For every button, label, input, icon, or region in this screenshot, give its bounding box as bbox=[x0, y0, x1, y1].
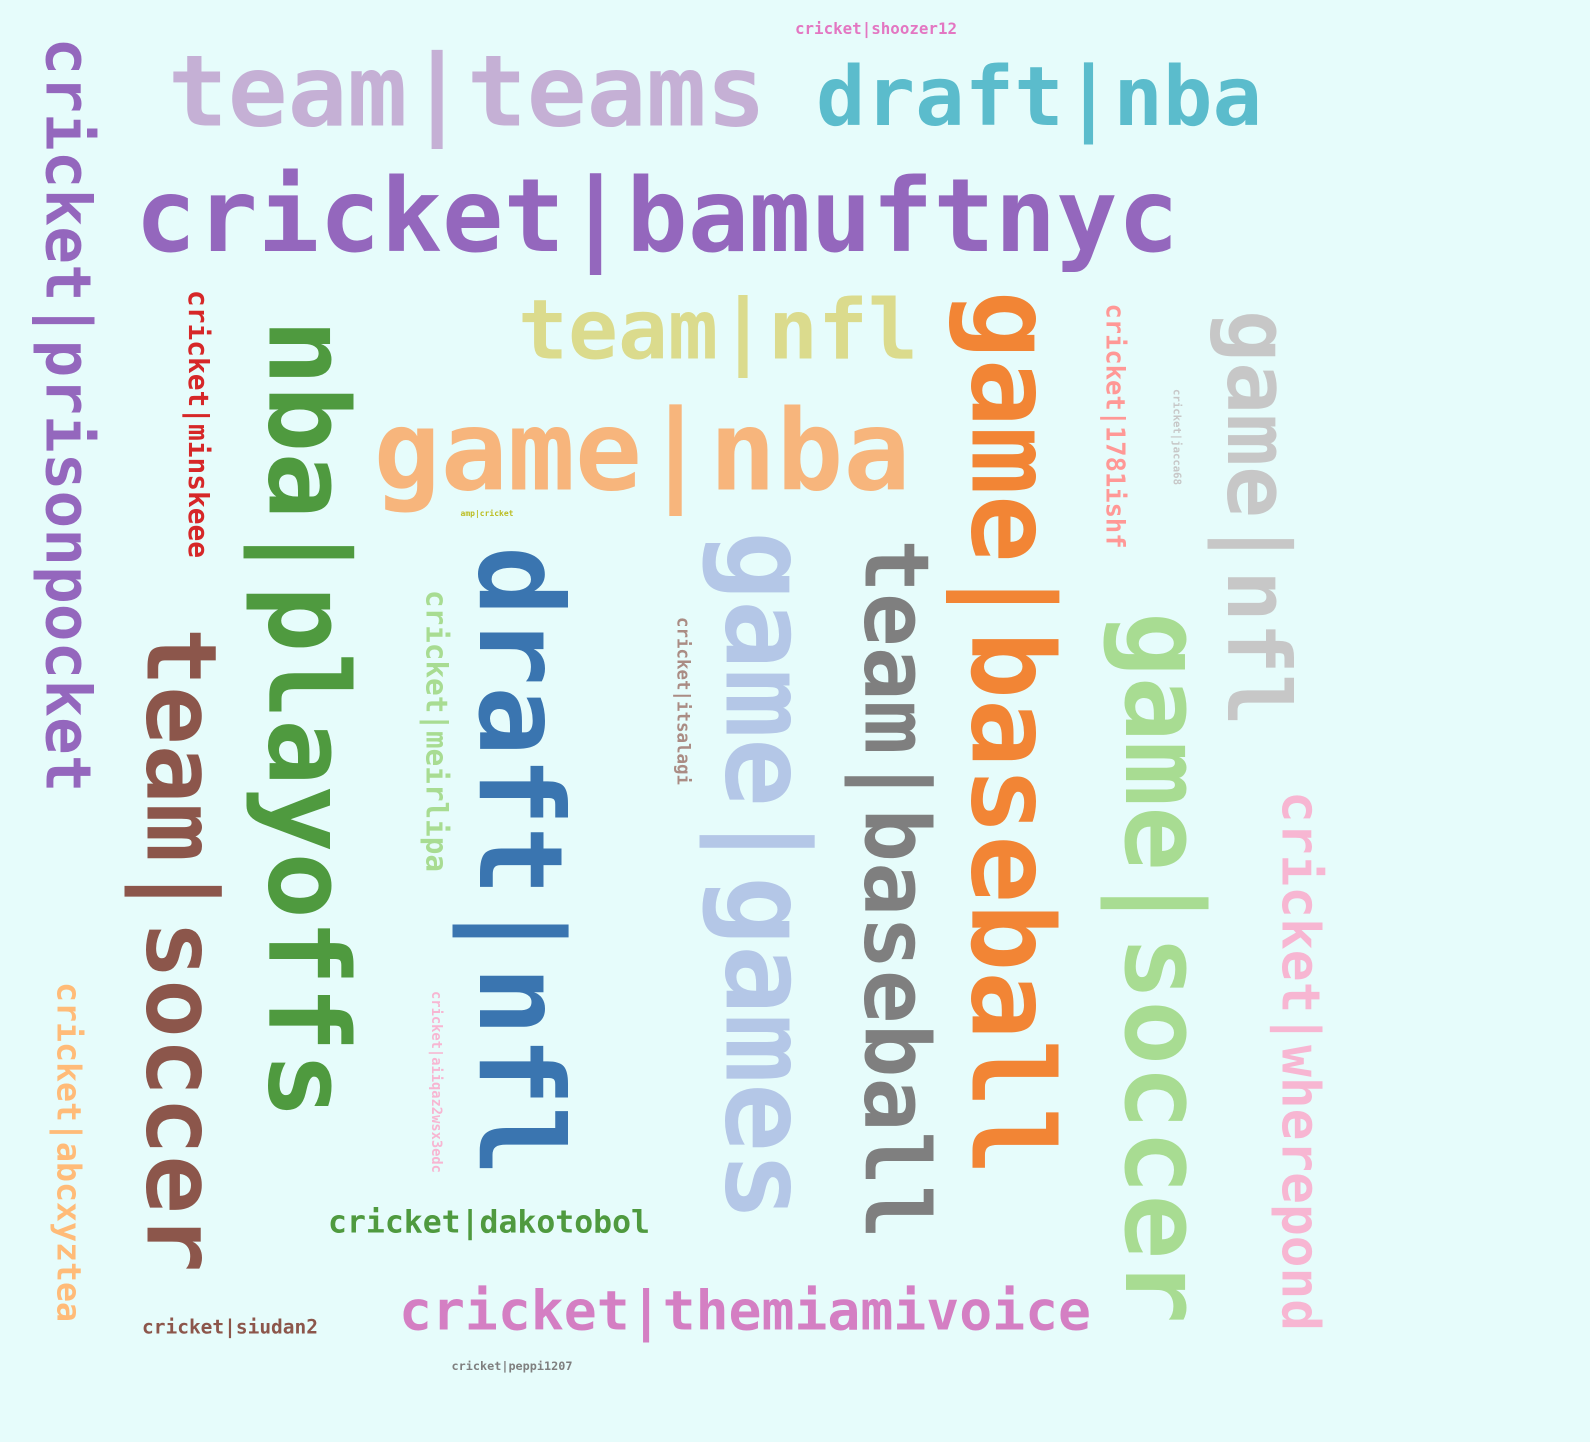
word-cricket-meirlipa: cricket|meirlipa bbox=[419, 590, 454, 872]
word-draft-nba: draft|nba bbox=[815, 49, 1263, 145]
word-game-soccer: game|soccer bbox=[1099, 611, 1225, 1325]
word-nba-playoffs: nba|playoffs bbox=[242, 318, 372, 1120]
word-amp-cricket: amp|cricket bbox=[460, 509, 514, 518]
word-cricket-jacca68: cricket|jacca68 bbox=[1170, 389, 1184, 485]
word-team-baseball: team|baseball bbox=[843, 539, 948, 1239]
word-team-soccer: team|soccer bbox=[124, 627, 238, 1273]
word-cricket-abcxyztea: cricket|abcxyztea bbox=[49, 982, 89, 1322]
word-cricket-dakotobol: cricket|dakotobol bbox=[328, 1204, 650, 1241]
word-cricket-wherepond: cricket|wherepond bbox=[1269, 790, 1331, 1332]
word-cricket-peppi1207: cricket|peppi1207 bbox=[451, 1359, 573, 1374]
word-cricket-itsalagi: cricket|itsalagi bbox=[672, 617, 693, 785]
word-game-games: game|games bbox=[698, 530, 832, 1222]
word-game-baseball: game|baseball bbox=[945, 290, 1078, 1176]
word-team-nfl: team|nfl bbox=[518, 281, 918, 379]
word-cricket-shoozer12: cricket|shoozer12 bbox=[795, 19, 957, 39]
word-cricket-1781ishf: cricket|1781ishf bbox=[1100, 303, 1131, 549]
word-cricket-aiiqaz2wsx3edc: cricket|aiiqaz2wsx3edc bbox=[427, 991, 444, 1173]
word-cricket-siudan2: cricket|siudan2 bbox=[142, 1315, 318, 1339]
word-cricket-bamuftnyc: cricket|bamuftnyc bbox=[135, 156, 1179, 276]
word-cricket-prisonpocket: cricket|prisonpocket bbox=[31, 37, 105, 793]
word-draft-nfl: draft|nfl bbox=[452, 546, 588, 1176]
word-game-nfl: game|nfl bbox=[1207, 309, 1308, 727]
word-team-teams: team|teams bbox=[167, 34, 767, 150]
word-cricket-minskeee: cricket|minskeee bbox=[181, 290, 215, 558]
word-game-nba: game|nba bbox=[373, 387, 911, 517]
word-cricket-themiamivoice: cricket|themiamivoice bbox=[398, 1278, 1092, 1343]
